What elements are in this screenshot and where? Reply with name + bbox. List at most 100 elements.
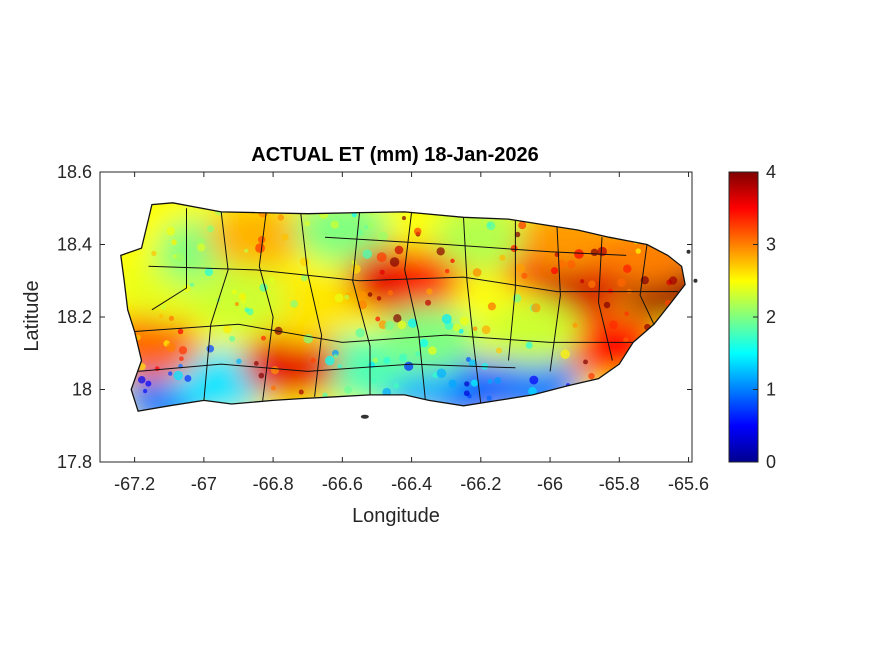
heat-speckle — [223, 325, 232, 334]
heat-speckle — [444, 268, 450, 274]
heat-speckle — [608, 288, 613, 294]
heat-speckle — [588, 280, 596, 289]
heat-speckle — [572, 322, 578, 328]
heat-speckle — [428, 346, 437, 355]
heat-speckle — [244, 248, 249, 253]
x-tick-label: -65.6 — [668, 474, 709, 494]
heat-speckle — [330, 220, 339, 229]
y-tick-label: 18.2 — [57, 307, 92, 327]
heat-speckle — [510, 244, 518, 253]
heat-speckle — [300, 274, 308, 282]
plot-area: -67.2 -67 -66.8 -66.6 -66.4 -66.2 -66 -65.8 -65.… — [57, 162, 709, 494]
heat-speckle — [525, 341, 533, 349]
heat-speckle — [551, 267, 559, 275]
heat-speckle — [487, 302, 496, 311]
heat-speckle — [567, 260, 576, 269]
colorbar: 0 1 2 3 4 — [728, 162, 776, 472]
heat-speckle — [189, 282, 195, 287]
heat-speckle — [635, 248, 641, 254]
heat-speckle — [142, 388, 148, 394]
heat-speckle — [364, 224, 369, 230]
heat-speckle — [623, 264, 632, 273]
heat-speckle — [394, 245, 404, 255]
small-island — [360, 414, 369, 419]
heat-speckle — [268, 276, 276, 284]
municipality-line — [508, 219, 516, 361]
heat-speckle — [472, 326, 478, 331]
heat-speckle — [441, 313, 452, 324]
x-axis: -67.2 -67 -66.8 -66.6 -66.4 -66.2 -66 -65.8 -65.… — [114, 172, 709, 494]
coastline — [120, 202, 686, 412]
heat-speckle — [448, 379, 457, 388]
heat-speckle — [486, 395, 492, 401]
small-island — [686, 249, 691, 254]
x-tick-label: -67.2 — [114, 474, 155, 494]
heat-speckle — [351, 264, 361, 274]
heat-speckle — [168, 315, 175, 321]
heat-speckle — [206, 225, 215, 233]
heat-speckle — [531, 303, 541, 313]
x-tick-label: -66.8 — [253, 474, 294, 494]
heat-speckle — [362, 249, 373, 259]
heat-speckle — [259, 283, 268, 292]
heat-speckle — [393, 383, 400, 389]
heat-speckle — [151, 250, 157, 256]
heat-speckle — [179, 356, 184, 362]
heat-region — [242, 330, 339, 399]
heat-speckle — [583, 359, 588, 365]
heat-speckle — [270, 366, 280, 375]
heat-speckle — [494, 377, 502, 384]
heat-speckle — [495, 347, 503, 354]
heat-speckle — [529, 375, 539, 385]
heat-speckle — [557, 259, 566, 269]
heat-speckle — [580, 279, 585, 284]
y-tick-label: 18.6 — [57, 162, 92, 182]
heat-region — [432, 203, 529, 272]
heat-speckle — [436, 368, 447, 379]
heat-speckle — [389, 257, 400, 267]
municipality-line — [324, 236, 627, 256]
municipality-line — [597, 237, 613, 361]
heat-speckle — [623, 337, 629, 343]
x-tick-label: -66.6 — [322, 474, 363, 494]
heat-speckle — [178, 346, 188, 355]
y-tick-label: 18 — [72, 380, 92, 400]
heat-speckle — [407, 318, 418, 328]
heat-speckle — [384, 320, 395, 331]
heat-speckle — [270, 385, 276, 391]
heat-speckle — [419, 338, 429, 348]
heat-speckle — [481, 325, 491, 335]
heat-speckle — [160, 304, 167, 310]
heat-speckle — [137, 375, 146, 384]
heat-speckle — [393, 314, 402, 323]
heat-speckle — [470, 379, 479, 387]
heat-region — [484, 297, 581, 366]
heat-speckle — [487, 378, 493, 384]
heat-speckle — [375, 316, 381, 322]
heat-region — [190, 264, 287, 333]
heat-speckle — [304, 220, 311, 227]
heat-speckle — [145, 380, 152, 387]
heat-speckle — [166, 226, 176, 236]
heat-speckle — [171, 239, 177, 246]
heat-speckle — [334, 293, 344, 303]
et-heatmap — [120, 202, 686, 412]
heat-speckle — [425, 299, 432, 306]
municipality-line — [203, 211, 229, 401]
heat-speckle — [426, 288, 433, 295]
small-island — [693, 278, 698, 283]
heat-speckle — [310, 357, 316, 363]
heat-speckle — [397, 320, 407, 330]
y-tick-label: 17.8 — [57, 452, 92, 472]
heat-speckle — [371, 377, 377, 384]
heat-speckle — [255, 243, 265, 254]
island-outline — [120, 202, 686, 412]
chart-title: ACTUAL ET (mm) 18-Jan-2026 — [251, 144, 538, 166]
colorbar-tick-label: 0 — [766, 452, 776, 472]
heat-speckle — [450, 258, 455, 264]
heat-speckle — [588, 372, 595, 380]
heat-speckle — [177, 328, 184, 335]
heat-speckle — [158, 314, 164, 319]
heat-speckle — [376, 296, 382, 301]
